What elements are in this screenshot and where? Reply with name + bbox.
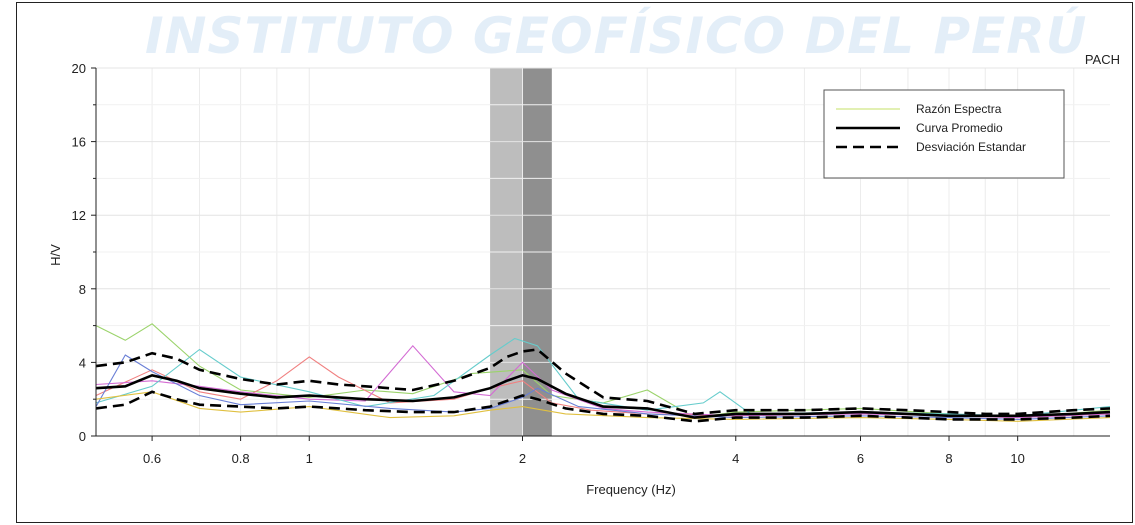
legend-label-0: Razón Espectra <box>916 102 1002 116</box>
y-tick-label: 4 <box>79 355 86 370</box>
y-axis-title: H/V <box>48 244 63 266</box>
series-group <box>95 323 1111 423</box>
x-tick-label: 0.8 <box>232 451 250 466</box>
legend-box <box>823 89 1065 179</box>
std-deviation-line-1 <box>95 348 1111 416</box>
spectral-ratio-line-3 <box>95 323 1111 419</box>
x-tick-label: 6 <box>857 451 864 466</box>
y-tick-label: 12 <box>72 208 86 223</box>
x-tick-label: 10 <box>1010 451 1024 466</box>
x-tick-label: 2 <box>519 451 526 466</box>
y-tick-label: 16 <box>72 135 86 150</box>
y-tick-label: 0 <box>79 429 86 444</box>
station-label: PACH <box>1084 52 1120 67</box>
std-deviation-line-2 <box>95 390 1111 423</box>
legend-label-2: Desviación Estandar <box>916 140 1026 154</box>
institute-watermark: INSTITUTO GEOFÍSICO DEL PERÚ <box>145 7 1088 65</box>
y-tick-label: 8 <box>79 282 86 297</box>
mean-curve-line <box>95 373 1111 419</box>
spectral-ratio-line-5 <box>95 344 1111 419</box>
y-tick-label: 20 <box>72 61 86 76</box>
legend: Razón Espectra Curva Promedio Desviación E… <box>823 89 1065 179</box>
x-axis-title: Frequency (Hz) <box>586 482 676 497</box>
x-tick-label: 1 <box>306 451 313 466</box>
x-tick-label: 0.6 <box>143 451 161 466</box>
x-tick-label: 8 <box>945 451 952 466</box>
spectral-ratio-line-7 <box>95 354 1111 420</box>
x-tick-label: 4 <box>732 451 739 466</box>
legend-label-1: Curva Promedio <box>916 121 1003 135</box>
